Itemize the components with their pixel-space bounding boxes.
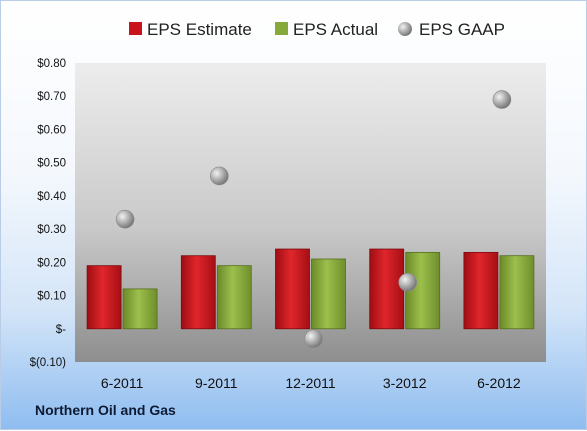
bar-eps-estimate <box>463 251 499 330</box>
x-category-label: 3-2012 <box>383 375 427 391</box>
legend-label-gaap: EPS GAAP <box>419 20 505 39</box>
bar-eps-estimate <box>369 248 405 330</box>
legend-label-estimate: EPS Estimate <box>147 20 252 39</box>
company-label: Northern Oil and Gas <box>35 402 176 418</box>
y-tick-label: $- <box>56 324 66 336</box>
y-tick-label: $0.50 <box>37 158 66 170</box>
bar-eps-actual <box>499 255 535 330</box>
bar-eps-estimate <box>86 265 122 330</box>
legend-swatch-estimate <box>129 22 142 35</box>
legend-swatch-actual <box>275 22 288 35</box>
x-category-label: 6-2011 <box>101 375 144 391</box>
x-category-label: 6-2012 <box>477 375 521 391</box>
bar-eps-estimate <box>275 248 310 330</box>
bar-eps-actual <box>311 258 346 330</box>
y-tick-label: $0.40 <box>37 191 66 203</box>
y-tick-label: $0.20 <box>37 257 66 269</box>
y-tick-label: $0.70 <box>37 91 66 103</box>
bar-eps-actual <box>122 288 158 330</box>
bars <box>86 248 535 330</box>
y-tick-label: $(0.10) <box>30 357 67 369</box>
y-tick-label: $0.10 <box>37 291 66 303</box>
legend-swatch-gaap <box>398 22 412 36</box>
x-axis: 6-2011 9-2011 12-2011 3-2012 6-2012 <box>101 375 521 391</box>
x-category-label: 12-2011 <box>285 375 336 391</box>
y-tick-label: $0.30 <box>37 224 66 236</box>
point-eps-gaap <box>398 272 418 292</box>
y-tick-label: $0.80 <box>37 58 66 70</box>
gaap-points <box>115 90 512 349</box>
bar-eps-actual <box>216 265 252 330</box>
x-category-label: 9-2011 <box>195 375 238 391</box>
point-eps-gaap <box>115 209 135 229</box>
legend-label-actual: EPS Actual <box>293 20 378 39</box>
point-eps-gaap <box>304 329 323 349</box>
bar-eps-estimate <box>180 255 216 330</box>
legend: EPS Estimate EPS Actual EPS GAAP <box>129 20 505 39</box>
y-tick-label: $0.60 <box>37 124 66 136</box>
point-eps-gaap <box>210 166 229 186</box>
y-axis: $(0.10) $- $0.10 $0.20 $0.30 $0.40 $0.50 $0.60 $… <box>30 58 67 369</box>
point-eps-gaap <box>492 90 512 109</box>
